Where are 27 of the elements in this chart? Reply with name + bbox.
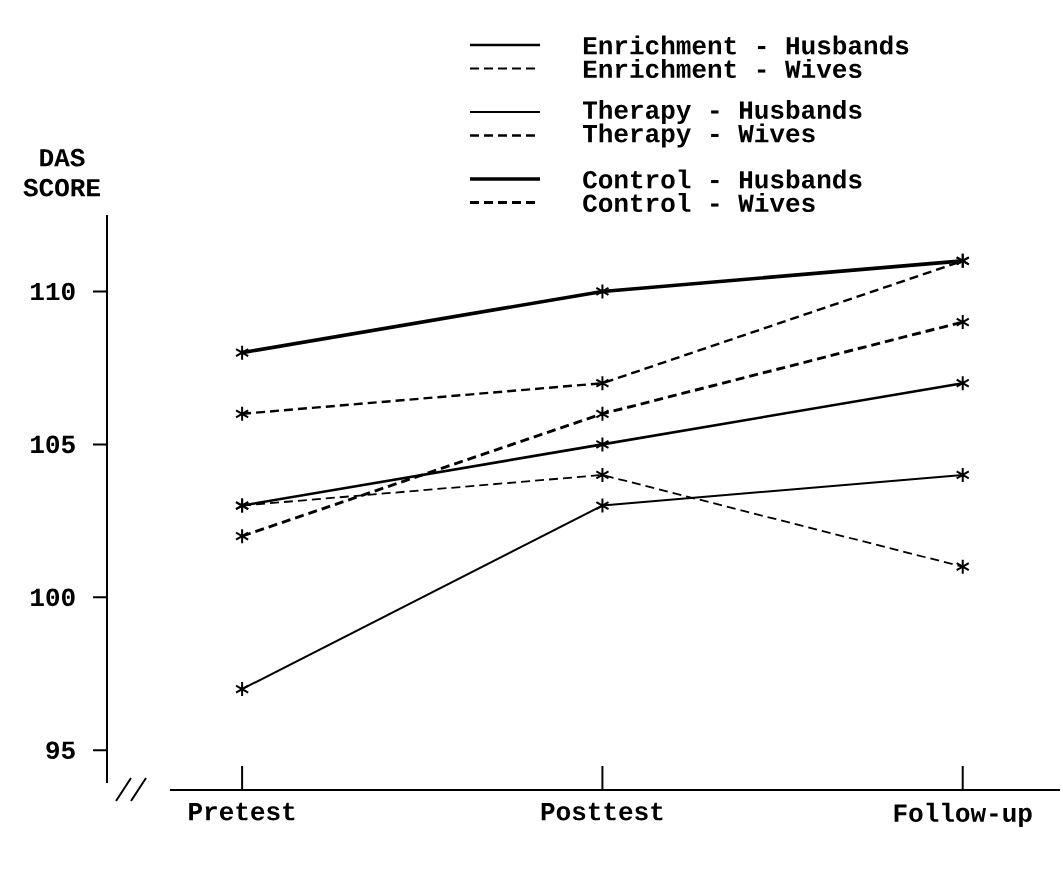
y-tick-label: 100 [31,588,75,607]
point [235,405,250,422]
y-axis-title: DAS SCORE [23,148,100,197]
x-tick-label: Posttest [541,802,663,821]
legend-label: Therapy - Wives [582,123,815,148]
legend-label: Enrichment - Husbands [583,35,909,55]
point [235,344,250,361]
point [595,283,610,300]
point [595,497,610,514]
point [955,314,970,331]
point [595,405,610,422]
point [595,375,610,392]
point [955,375,970,392]
legend-label: Control - Husbands [583,169,862,189]
point [595,466,610,483]
point [595,436,610,453]
point [235,528,250,545]
y-tick-label: 95 [46,741,75,760]
y-tick-label: 105 [31,435,75,454]
point [955,558,970,575]
point [955,466,970,483]
x-tick-label: Follow-up [894,802,1032,828]
legend-label: Enrichment - Wives [583,58,862,79]
legend-label: Control - Wives [583,192,815,213]
x-tick-label: Pretest [189,802,295,821]
y-tick-label: 110 [31,282,75,301]
point [235,681,250,698]
